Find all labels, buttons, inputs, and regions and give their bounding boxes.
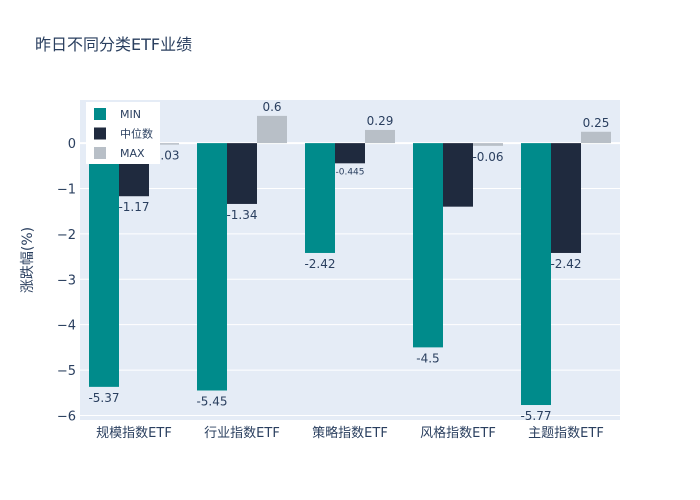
y-tick-label: 0	[68, 137, 76, 152]
data-labels: -5.37-1.17-0.03-5.45-1.340.6-2.42-0.4450…	[88, 100, 609, 423]
x-tick-label: 主题指数ETF	[528, 426, 604, 441]
data-label: -2.42	[304, 257, 335, 271]
data-label: -2.42	[550, 257, 581, 271]
bar	[227, 143, 257, 204]
data-label: -5.37	[88, 391, 119, 405]
y-tick-label: −6	[57, 409, 76, 424]
y-tick-label: −5	[57, 364, 76, 379]
data-label: 0.29	[367, 114, 394, 128]
legend-label: MIN	[120, 108, 141, 121]
chart-title: 昨日不同分类ETF业绩	[35, 35, 192, 54]
y-tick-label: −3	[57, 273, 76, 288]
bar	[551, 143, 581, 253]
bar	[335, 143, 365, 164]
data-label: 0.25	[583, 116, 610, 130]
bar	[413, 143, 443, 348]
legend-swatch	[94, 147, 106, 159]
legend: MIN 中位数 MAX	[86, 102, 160, 164]
x-tick-label: 规模指数ETF	[96, 426, 172, 441]
bar	[257, 115, 287, 144]
bar	[365, 129, 395, 144]
legend-swatch	[94, 108, 106, 120]
legend-label: 中位数	[120, 127, 153, 141]
bars	[89, 115, 611, 406]
y-tick-label: −1	[57, 183, 76, 198]
bar	[473, 143, 503, 146]
y-axis-ticks: 0 −1 −2 −3 −4 −5 −6	[57, 137, 76, 424]
x-axis-ticks: 规模指数ETF 行业指数ETF 策略指数ETF 风格指数ETF 主题指数ETF	[96, 425, 604, 441]
x-tick-label: 行业指数ETF	[204, 426, 280, 441]
data-label: -0.06	[472, 150, 503, 164]
bar	[197, 143, 227, 391]
data-label: -0.445	[335, 167, 364, 177]
bar	[521, 143, 551, 406]
y-tick-label: −4	[57, 319, 76, 334]
x-tick-label: 风格指数ETF	[420, 425, 496, 441]
bar	[149, 143, 179, 145]
bar	[443, 143, 473, 207]
y-tick-label: −2	[57, 228, 76, 243]
legend-swatch	[94, 127, 106, 140]
bar	[305, 143, 335, 253]
data-label: -1.34	[226, 208, 257, 222]
y-axis-title: 涨跌幅(%)	[20, 227, 36, 293]
data-label: -1.17	[118, 200, 149, 214]
legend-label: MAX	[120, 147, 145, 160]
data-label: 0.6	[262, 100, 281, 114]
bar	[89, 143, 119, 387]
data-label: -5.77	[520, 409, 551, 423]
data-label: -4.5	[416, 351, 439, 365]
data-label: -5.45	[196, 394, 227, 408]
x-tick-label: 策略指数ETF	[312, 425, 388, 441]
bar	[581, 131, 611, 144]
